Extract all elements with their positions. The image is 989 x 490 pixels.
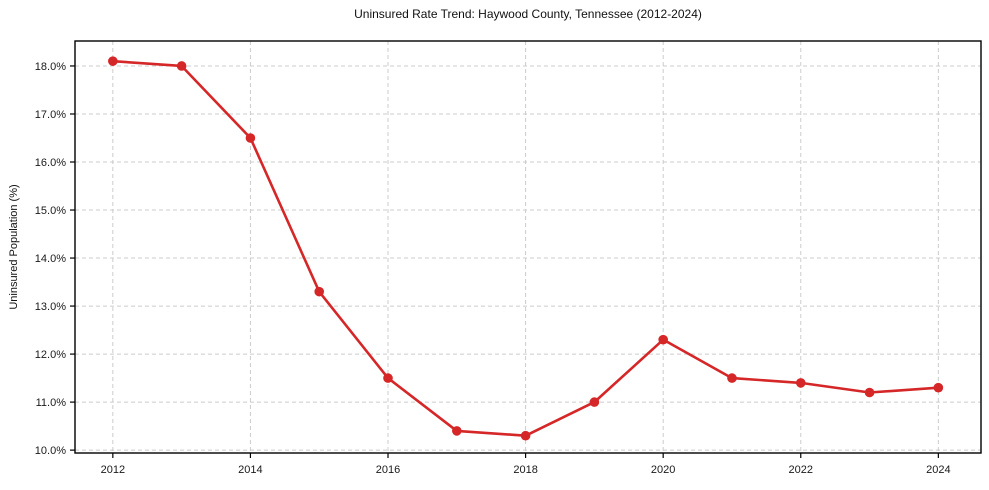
x-tick-label: 2012 — [101, 464, 125, 476]
data-point-marker — [589, 397, 600, 407]
y-tick-label: 10.0% — [35, 445, 66, 457]
data-point-marker — [314, 286, 325, 297]
x-tick-label: 2022 — [789, 464, 813, 476]
y-axis-label: Uninsured Population (%) — [8, 184, 20, 310]
plot-area — [75, 41, 981, 453]
chart-title: Uninsured Rate Trend: Haywood County, Te… — [354, 7, 702, 21]
data-point-marker — [933, 382, 944, 393]
y-tick-label: 12.0% — [35, 349, 66, 361]
y-tick-label: 16.0% — [35, 157, 66, 169]
x-tick-label: 2020 — [651, 464, 675, 476]
plot-border — [74, 40, 982, 454]
y-tick-label: 18.0% — [35, 61, 66, 73]
data-point-marker — [245, 133, 256, 143]
y-tick-label: 17.0% — [35, 109, 66, 121]
y-tick-label: 13.0% — [35, 301, 66, 313]
x-tick-label: 2018 — [513, 464, 537, 476]
y-tick-label: 11.0% — [36, 397, 67, 409]
data-point-marker — [658, 334, 668, 345]
data-point-marker — [727, 373, 737, 383]
data-point-marker — [520, 430, 531, 441]
x-tick-label: 2024 — [926, 464, 950, 476]
y-tick-label: 15.0% — [35, 205, 66, 217]
data-point-marker — [108, 56, 118, 66]
y-tick-label: 14.0% — [35, 253, 66, 265]
data-point-marker — [864, 387, 875, 398]
data-point-marker — [795, 378, 806, 388]
data-point-marker — [451, 426, 462, 436]
data-point-marker — [176, 61, 187, 71]
data-point-marker — [383, 373, 393, 383]
x-tick-label: 2016 — [376, 464, 400, 476]
x-tick-label: 2014 — [238, 464, 262, 476]
